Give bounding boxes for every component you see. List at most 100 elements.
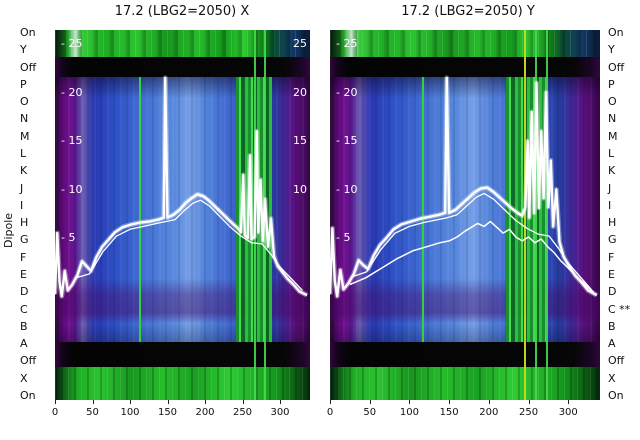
x-tick-label: 50 <box>363 407 377 418</box>
x-tick-mark <box>55 400 56 404</box>
row-label-right-19: Off <box>608 354 625 368</box>
x-tick-label: 0 <box>326 407 334 418</box>
inner-value-tick: - 25 <box>336 37 358 50</box>
row-label-right-13: F <box>608 250 615 264</box>
x-tick-mark <box>92 400 94 404</box>
row-label-left-3: P <box>20 77 27 91</box>
x-tick-mark <box>330 400 331 404</box>
x-tick-mark <box>205 400 206 404</box>
green-line <box>139 77 142 342</box>
green-band-top <box>55 30 310 57</box>
trace-main <box>55 78 307 296</box>
yellow-line <box>524 30 527 400</box>
inner-value-tick: 15 <box>293 134 307 147</box>
inner-value-tick: - 10 <box>61 182 83 196</box>
row-label-left-11: H <box>20 216 29 230</box>
x-tick-mark <box>280 400 281 404</box>
row-label-right-6: M <box>608 129 618 143</box>
x-tick-label: 100 <box>399 407 419 418</box>
trace-secondary <box>352 193 592 290</box>
green-line <box>535 30 538 400</box>
row-label-right-3: P <box>608 77 615 91</box>
row-label-left-14: E <box>20 267 27 281</box>
panel-title-y: 17.2 (LBG2=2050) Y <box>401 4 535 19</box>
inner-value-tick: - 5 <box>336 231 351 244</box>
row-label-left-19: Off <box>20 354 37 368</box>
inner-value-tick: - 5 <box>61 231 76 244</box>
inner-value-tick: - 20 <box>61 85 83 99</box>
x-tick-mark <box>242 400 244 404</box>
row-label-left-9: J <box>20 181 24 195</box>
x-tick-mark <box>167 400 169 404</box>
x-tick-label: 300 <box>558 407 578 418</box>
row-label-left-13: F <box>20 250 27 264</box>
green-band-bottom <box>330 367 600 400</box>
row-label-right-16: C ** <box>608 302 631 316</box>
row-label-left-21: On <box>20 388 36 402</box>
x-tick-label: 200 <box>195 407 215 418</box>
inner-value-tick: 20 <box>293 85 307 99</box>
row-label-right-7: L <box>608 146 615 160</box>
row-label-right-17: B <box>608 319 616 333</box>
x-tick-mark <box>528 400 530 404</box>
trace-main <box>330 78 597 296</box>
row-label-left-5: N <box>20 112 29 126</box>
row-label-right-10: I <box>608 198 612 212</box>
row-label-right-0: On <box>608 26 624 39</box>
row-label-right-2: Off <box>608 60 625 74</box>
row-label-right-21: On <box>608 388 624 402</box>
x-tick-mark <box>409 400 411 404</box>
green-band-bottom <box>55 367 310 400</box>
row-label-right-1: Y <box>608 43 615 57</box>
inner-value-tick: - 25 <box>61 37 83 50</box>
row-label-left-6: M <box>20 129 30 143</box>
row-label-left-12: G <box>20 233 29 247</box>
row-label-right-18: A <box>608 337 616 351</box>
black-band-bottom <box>55 342 310 367</box>
row-label-left-0: On <box>20 26 36 39</box>
inner-value-tick: - 15 <box>61 134 83 147</box>
trace-secondary <box>76 200 303 290</box>
white-trace-overlay <box>330 30 600 400</box>
row-label-left-16: C <box>20 302 28 316</box>
row-label-left-2: Off <box>20 60 37 74</box>
inner-value-tick: - 15 <box>336 134 358 147</box>
left-row-labels: On Y Off P O N M L K J I H G F E D C B A Off X On <box>20 27 52 401</box>
x-tick-mark <box>369 400 371 404</box>
x-tick-mark <box>568 400 570 404</box>
row-label-right-12: G <box>608 233 617 247</box>
inner-value-tick: - 10 <box>336 182 358 196</box>
row-label-right-9: J <box>608 181 612 195</box>
black-band-top <box>330 57 600 77</box>
black-band-top <box>55 57 310 77</box>
x-tick-label: 100 <box>120 407 140 418</box>
row-label-left-17: B <box>20 319 28 333</box>
inner-value-tick: 25 <box>293 37 307 50</box>
green-line <box>546 30 548 400</box>
x-tick-label: 200 <box>479 407 499 418</box>
x-tick-label: 0 <box>51 407 59 418</box>
green-band-top <box>330 30 600 57</box>
heatmap-panel-x: - 25 25 - 20 20 - 15 15 - 10 10 - 5 <box>55 30 310 400</box>
right-row-labels: On Y Off P O N M L K J I H G F E D C ** B A Off X On <box>608 27 640 401</box>
x-tick-mark <box>449 400 451 404</box>
row-label-right-11: H <box>608 216 617 230</box>
trace-lower <box>350 222 594 293</box>
row-label-left-1: Y <box>20 43 27 57</box>
x-tick-mark <box>130 400 131 404</box>
green-line <box>421 77 424 342</box>
row-label-left-18: A <box>20 337 28 351</box>
row-label-left-15: D <box>20 285 29 299</box>
x-tick-label: 50 <box>86 407 99 418</box>
row-label-left-10: I <box>20 198 24 212</box>
row-label-left-4: O <box>20 95 29 109</box>
inner-value-tick: - 20 <box>336 85 358 99</box>
black-band-bottom <box>330 342 600 367</box>
y-axis-label: Dipole <box>2 212 15 248</box>
panel-title-x: 17.2 (LBG2=2050) X <box>114 4 250 19</box>
x-tick-label: 150 <box>157 407 178 418</box>
row-label-right-4: O <box>608 95 617 109</box>
x-axis: 0 50 100 150 200 250 300 0 50 100 150 200 250 300 <box>0 400 640 430</box>
x-tick-mark <box>488 400 490 404</box>
